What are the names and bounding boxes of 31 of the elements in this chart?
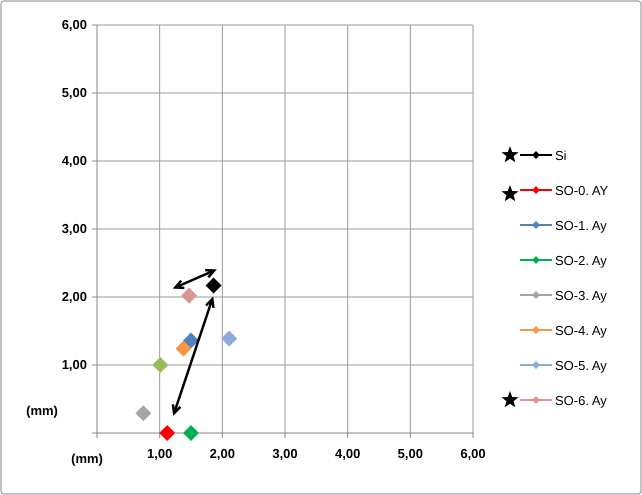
x-tick-label: 2,00 [210,446,235,461]
legend-label: SO-6. Ay [555,393,608,408]
y-tick-label: 1,00 [62,357,87,372]
point [221,330,238,346]
legend-label: SO-1. Ay [555,218,608,233]
legend-label: SO-0. AY [555,183,609,198]
legend-label: Si [555,148,567,163]
y-tick-label: 5,00 [62,85,87,100]
legend-label: SO-2. Ay [555,253,608,268]
y-tick-label: 3,00 [62,221,87,236]
x-tick-label: 1,00 [147,446,172,461]
y-tick-label: 2,00 [62,289,87,304]
y-axis-title: (mm) [26,403,58,418]
point [181,288,198,304]
legend-label: SO-4. Ay [555,323,608,338]
point [175,340,192,357]
point [206,277,222,294]
x-axis-title: (mm) [71,451,103,466]
y-tick-label: 6,00 [62,17,87,32]
point [183,425,199,441]
x-tick-label: 5,00 [398,446,423,461]
x-tick-label: 6,00 [460,446,486,461]
point [183,332,199,349]
legend-label: SO-5. Ay [555,358,608,373]
point [152,357,168,373]
x-tick-label: 4,00 [335,446,360,461]
legend-label: SO-3. Ay [555,288,608,303]
point [135,405,152,422]
x-tick-label: 3,00 [272,446,298,461]
y-tick-label: 4,00 [62,153,87,168]
point [159,425,176,441]
